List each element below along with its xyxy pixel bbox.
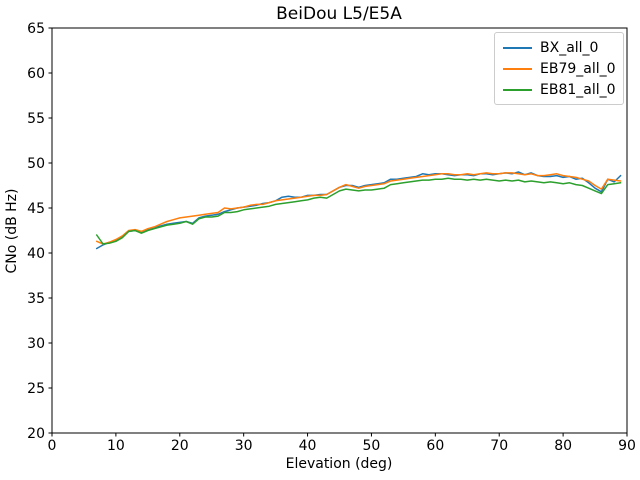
y-tick-label: 45	[27, 201, 45, 217]
y-tick-label: 20	[27, 426, 45, 442]
y-tick-label: 25	[27, 381, 45, 397]
series-line-BX_all_0	[95, 171, 622, 250]
series-line-EB79_all_0	[95, 172, 622, 245]
x-tick-label: 20	[171, 438, 189, 454]
legend-line-sample	[503, 46, 532, 49]
y-tick-label: 50	[27, 156, 45, 172]
legend-item-BX_all_0: BX_all_0	[503, 38, 615, 57]
legend-line-sample	[503, 67, 532, 70]
y-tick-label: 65	[27, 21, 45, 37]
legend-label: BX_all_0	[540, 39, 599, 56]
y-tick-label: 60	[27, 66, 45, 82]
x-tick-label: 80	[554, 438, 572, 454]
chart-title: BeiDou L5/E5A	[276, 4, 402, 24]
plot-frame	[51, 27, 628, 434]
series-line-EB81_all_0	[95, 177, 622, 245]
x-tick-label: 70	[490, 438, 508, 454]
x-tick-label: 10	[107, 438, 125, 454]
legend: BX_all_0 EB79_all_0 EB81_all_0	[494, 32, 624, 105]
y-tick-label: 55	[27, 111, 45, 127]
x-tick-label: 90	[618, 438, 636, 454]
x-axis-label: Elevation (deg)	[285, 456, 393, 472]
x-tick-label: 40	[299, 438, 317, 454]
y-tick-label: 40	[27, 246, 45, 262]
x-tick-label: 30	[235, 438, 253, 454]
legend-item-EB79_all_0: EB79_all_0	[503, 59, 616, 78]
legend-label: EB81_all_0	[540, 81, 616, 98]
y-axis-label: CNo (dB Hz)	[4, 188, 20, 274]
x-tick-label: 60	[426, 438, 444, 454]
y-tick-label: 30	[27, 336, 45, 352]
legend-line-sample	[503, 88, 532, 91]
legend-item-EB81_all_0: EB81_all_0	[503, 80, 616, 99]
y-tick-label: 35	[27, 291, 45, 307]
legend-label: EB79_all_0	[540, 60, 616, 77]
x-tick-label: 50	[363, 438, 381, 454]
x-tick-label: 0	[48, 438, 57, 454]
